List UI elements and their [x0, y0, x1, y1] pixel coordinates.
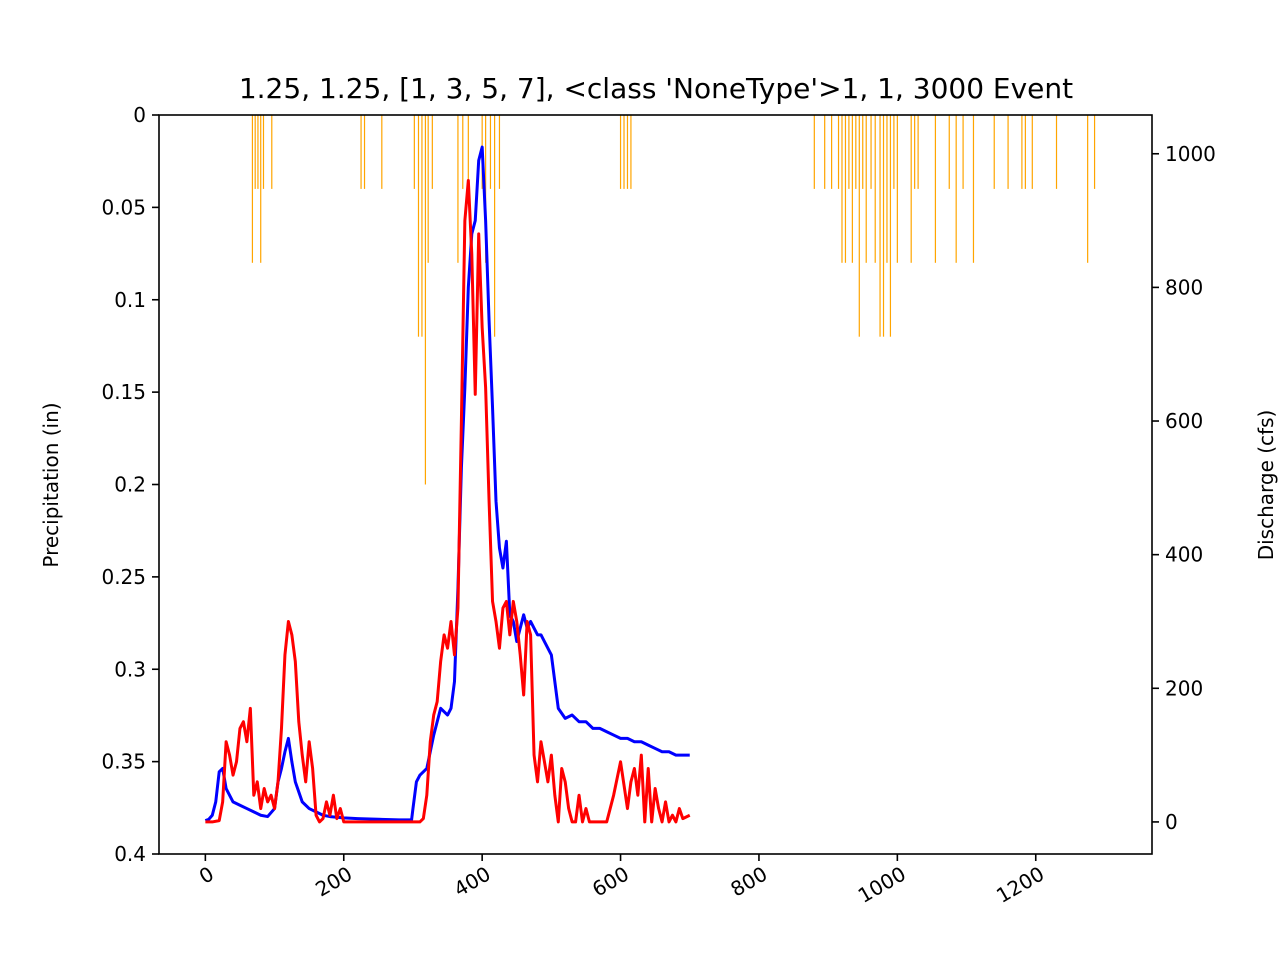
precip-bar — [254, 115, 256, 189]
discharge-series-1-line — [204, 145, 690, 822]
precip-bar — [381, 115, 383, 189]
left-axis: 0 0.05 0.1 0.15 0.2 0.25 0.3 0.35 0.4 — [101, 103, 159, 866]
y-axis-label-right: Discharge (cfs) — [1254, 410, 1278, 561]
precip-bar — [427, 115, 429, 263]
precip-bar — [879, 115, 881, 337]
precip-bar — [824, 115, 826, 189]
precip-bar — [851, 115, 853, 263]
right-tick-label: 1000 — [1165, 142, 1216, 166]
precip-bar — [882, 115, 885, 337]
precip-bar — [917, 115, 919, 189]
precip-bar — [262, 115, 265, 189]
precip-bar — [886, 115, 888, 263]
precip-bar — [260, 115, 262, 263]
x-axis: 0 200 400 600 800 1000 1200 — [195, 854, 1048, 908]
x-tick-label: 200 — [311, 862, 356, 902]
precip-bar — [257, 115, 259, 189]
precip-bar — [865, 115, 867, 263]
precip-bar — [489, 115, 492, 189]
precip-bar — [862, 115, 864, 189]
left-tick-label: 0.25 — [101, 565, 146, 589]
precip-bar — [1021, 115, 1023, 189]
x-tick-label: 1000 — [854, 862, 910, 908]
right-tick-label: 0 — [1165, 810, 1178, 834]
precip-bar — [1087, 115, 1089, 263]
precip-bar — [855, 115, 857, 189]
precip-bar — [1093, 115, 1096, 189]
precip-bar — [841, 115, 843, 263]
precipitation-bars — [251, 115, 1096, 485]
precip-bar — [417, 115, 420, 337]
precip-bar — [831, 115, 833, 189]
precip-bar — [972, 115, 975, 263]
precip-bar — [626, 115, 629, 189]
precip-bar — [889, 115, 892, 337]
precip-bar — [457, 115, 459, 263]
precip-bar — [467, 115, 469, 189]
x-tick-label: 600 — [588, 862, 633, 902]
precip-bar — [934, 115, 937, 263]
x-tick-label: 400 — [450, 862, 495, 902]
precip-bar — [251, 115, 254, 263]
y-axis-label-left: Precipitation (in) — [39, 402, 63, 567]
precip-bar — [993, 115, 995, 189]
precip-bar — [424, 115, 427, 485]
precip-bar — [360, 115, 362, 189]
precip-bar — [494, 115, 496, 337]
precip-bar — [1031, 115, 1033, 189]
left-tick-label: 0.3 — [114, 657, 146, 681]
precip-bar — [948, 115, 950, 189]
left-tick-label: 0.35 — [101, 750, 146, 774]
left-tick-label: 0.2 — [114, 473, 146, 497]
precip-bar — [870, 115, 872, 189]
precip-bar — [462, 115, 464, 189]
left-tick-label: 0.4 — [114, 842, 146, 866]
right-tick-label: 400 — [1165, 543, 1203, 567]
right-tick-label: 600 — [1165, 409, 1203, 433]
precip-bar — [955, 115, 957, 263]
plot-frame — [158, 114, 1153, 855]
precip-bar — [858, 115, 860, 337]
precip-bar — [1055, 115, 1058, 189]
precip-bar — [962, 115, 964, 189]
left-tick-label: 0.1 — [114, 288, 146, 312]
discharge-lines — [204, 145, 691, 824]
x-tick-label: 0 — [195, 862, 218, 889]
left-tick-label: 0 — [133, 103, 146, 127]
precip-bar — [910, 115, 912, 263]
precip-bar — [413, 115, 415, 189]
precip-bar — [619, 115, 622, 189]
right-tick-label: 200 — [1165, 676, 1203, 700]
left-tick-label: 0.15 — [101, 380, 146, 404]
right-tick-label: 800 — [1165, 275, 1203, 299]
x-tick-label: 800 — [726, 862, 771, 902]
precip-bar — [837, 115, 840, 189]
precip-bar — [844, 115, 847, 263]
precip-bar — [1007, 115, 1009, 189]
precip-bar — [813, 115, 815, 189]
precip-bar — [1024, 115, 1026, 189]
precip-bar — [874, 115, 876, 263]
precip-bar — [363, 115, 366, 189]
chart-title: 1.25, 1.25, [1, 3, 5, 7], <class 'NoneTy… — [239, 72, 1073, 105]
precip-bar — [271, 115, 273, 189]
left-tick-label: 0.05 — [101, 195, 146, 219]
precip-bar — [848, 115, 850, 189]
x-tick-label: 1200 — [992, 862, 1048, 908]
precip-bar — [914, 115, 916, 189]
precip-bar — [431, 115, 433, 189]
precip-bar — [630, 115, 632, 189]
precip-bar — [896, 115, 898, 263]
precip-bar — [421, 115, 423, 337]
precip-bar — [893, 115, 895, 189]
discharge-series-2-line — [205, 178, 691, 824]
precip-bar — [623, 115, 625, 189]
right-axis: 0 200 400 600 800 1000 — [1152, 142, 1216, 834]
precip-bar — [498, 115, 501, 189]
